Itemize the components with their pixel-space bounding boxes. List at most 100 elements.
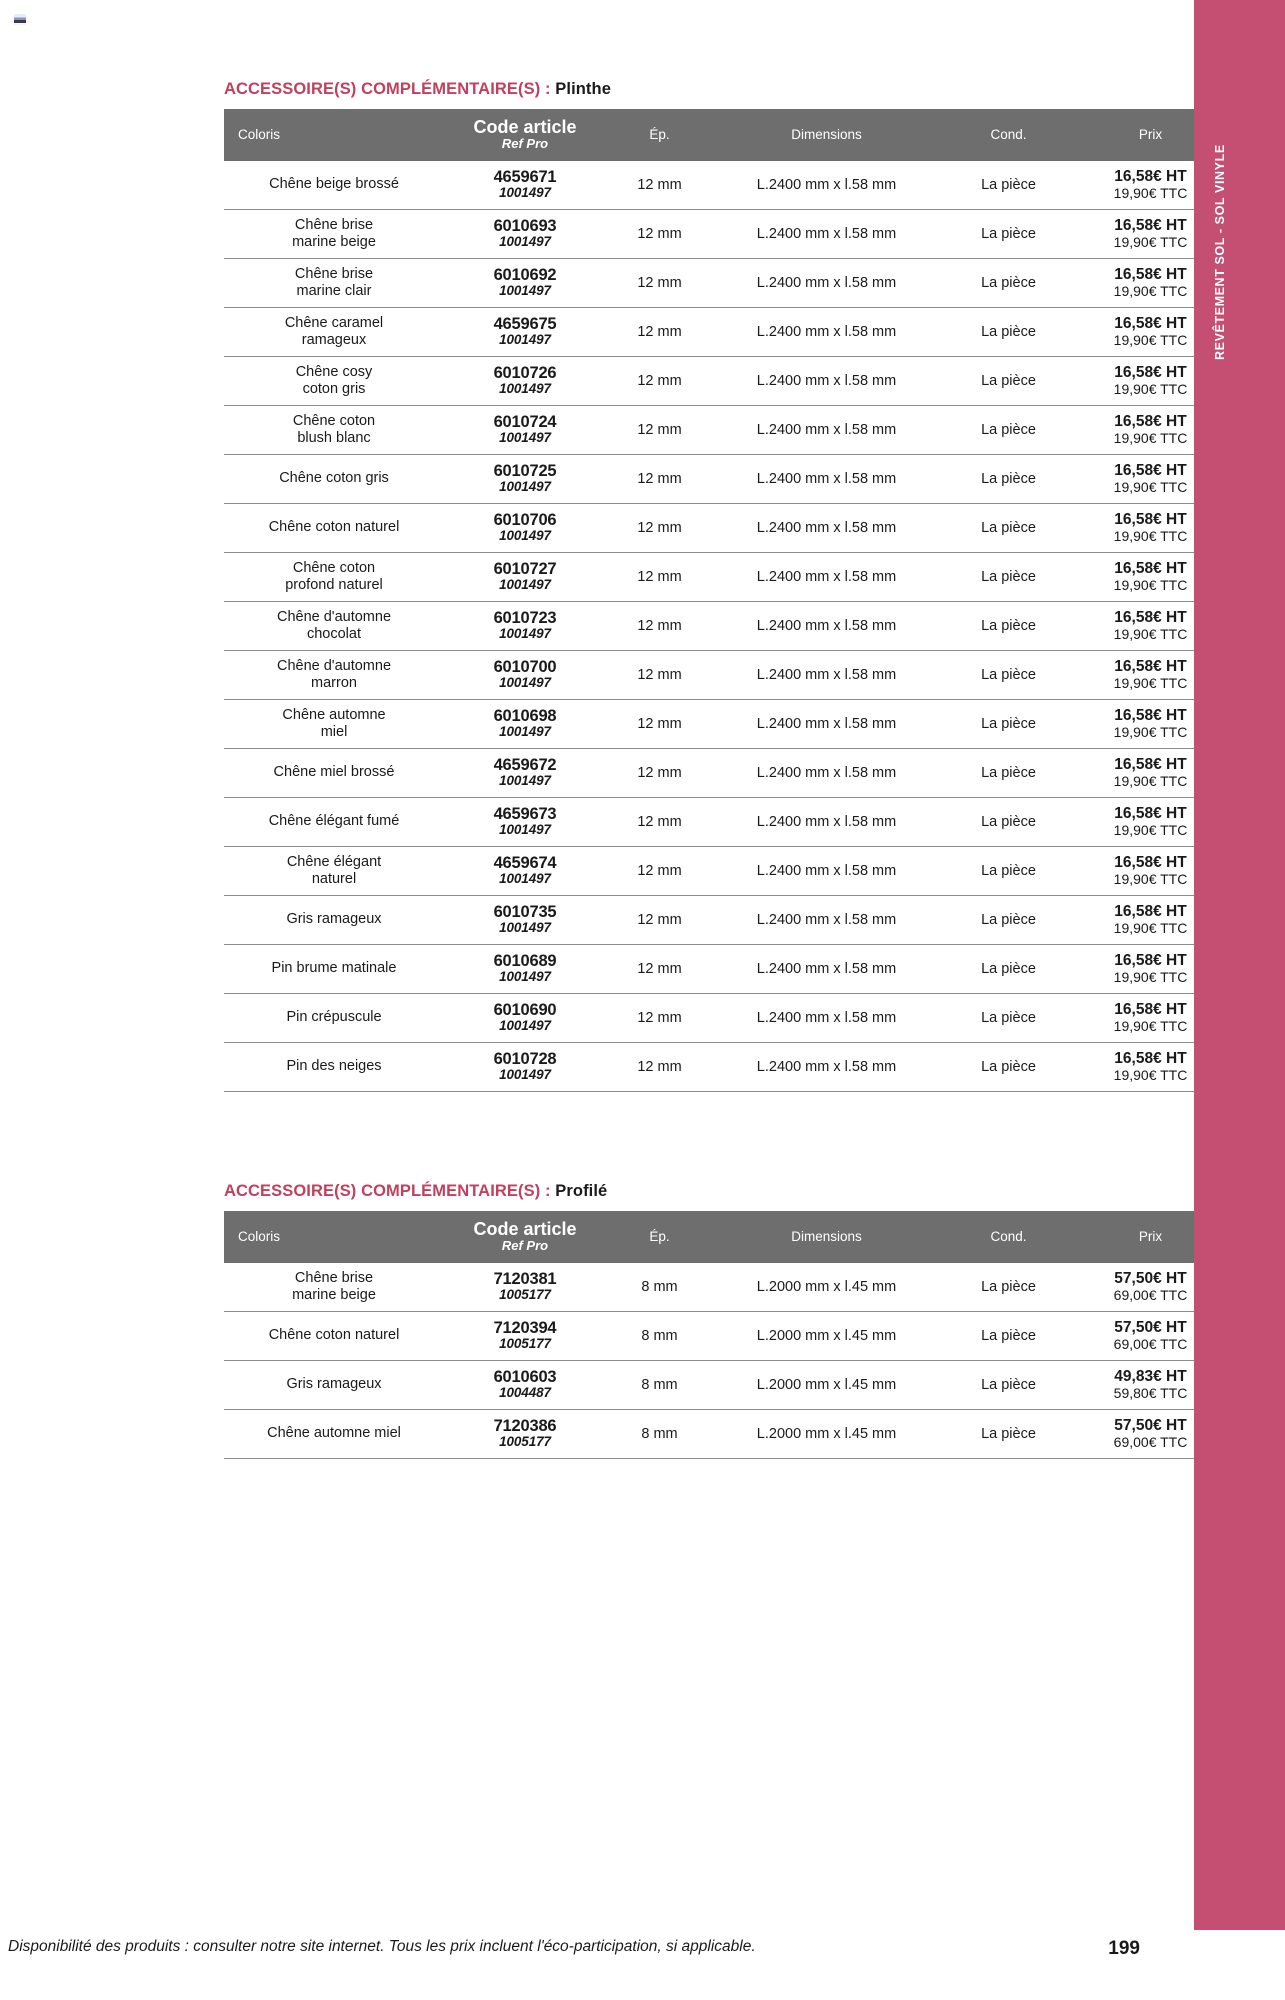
code-article-value: 6010728 bbox=[493, 1050, 557, 1069]
ref-pro-value: 1001497 bbox=[499, 871, 551, 887]
cell-coloris: Chêne coton blush blanc bbox=[224, 405, 444, 455]
prix-ttc-value: 19,90€ TTC bbox=[1113, 1066, 1188, 1083]
prix-ttc-value: 19,90€ TTC bbox=[1113, 821, 1188, 838]
cell-epaisseur: 8 mm bbox=[606, 1360, 713, 1410]
column-header-dimensions: Dimensions bbox=[713, 1211, 940, 1263]
ref-pro-value: 1001497 bbox=[499, 773, 551, 789]
ref-pro-value: 1001497 bbox=[499, 577, 551, 593]
column-header-epaisseur: Ép. bbox=[606, 109, 713, 161]
prix-ht-value: 16,58€ HT bbox=[1114, 363, 1187, 381]
ref-pro-value: 1001497 bbox=[499, 920, 551, 936]
prix-ttc-value: 19,90€ TTC bbox=[1113, 968, 1188, 985]
cell-coloris: Chêne élégant fumé bbox=[224, 797, 444, 847]
ref-pro-value: 1005177 bbox=[499, 1287, 551, 1303]
cell-conditionnement: La pièce bbox=[940, 552, 1077, 602]
ref-pro-value: 1001497 bbox=[499, 234, 551, 250]
prix-ttc-value: 19,90€ TTC bbox=[1113, 674, 1188, 691]
table-row: Chêne automne miel 6010698 1001497 12 mm L.24… bbox=[224, 699, 1224, 749]
code-article-value: 6010700 bbox=[493, 658, 557, 677]
cell-conditionnement: La pièce bbox=[940, 356, 1077, 406]
section-title-sub: Profilé bbox=[555, 1182, 608, 1200]
cell-dimensions: L.2400 mm x l.58 mm bbox=[713, 552, 940, 602]
cell-coloris: Chêne d'automne chocolat bbox=[224, 601, 444, 651]
cell-dimensions: L.2400 mm x l.58 mm bbox=[713, 307, 940, 357]
cell-code-article: 7120394 1005177 bbox=[444, 1311, 606, 1361]
cell-code-article: 7120386 1005177 bbox=[444, 1409, 606, 1459]
prix-ht-value: 57,50€ HT bbox=[1114, 1416, 1187, 1434]
prix-ht-value: 16,58€ HT bbox=[1114, 706, 1187, 724]
table-row: Chêne d'automne chocolat 6010723 1001497 12 … bbox=[224, 601, 1224, 651]
cell-epaisseur: 12 mm bbox=[606, 209, 713, 259]
footer-disclaimer: Disponibilité des produits : consulter n… bbox=[8, 1938, 756, 1955]
code-article-value: 4659671 bbox=[493, 168, 557, 187]
ref-pro-value: 1001497 bbox=[499, 626, 551, 642]
ref-pro-value: 1001497 bbox=[499, 822, 551, 838]
prix-ttc-value: 19,90€ TTC bbox=[1113, 184, 1188, 201]
prix-ttc-value: 19,90€ TTC bbox=[1113, 576, 1188, 593]
cell-conditionnement: La pièce bbox=[940, 1042, 1077, 1092]
cell-coloris: Chêne coton gris bbox=[224, 454, 444, 504]
prix-ht-value: 16,58€ HT bbox=[1114, 412, 1187, 430]
prix-ttc-value: 19,90€ TTC bbox=[1113, 527, 1188, 544]
cell-dimensions: L.2000 mm x l.45 mm bbox=[713, 1360, 940, 1410]
table-body: Chêne brise marine beige 7120381 1005177 8 m… bbox=[224, 1262, 1224, 1459]
section-title-separator: : bbox=[540, 80, 556, 98]
table-row: Chêne coton naturel 7120394 1005177 8 mm L.2… bbox=[224, 1311, 1224, 1361]
table-row: Chêne élégant fumé 4659673 1001497 12 mm L.2… bbox=[224, 797, 1224, 847]
prix-ht-value: 16,58€ HT bbox=[1114, 1049, 1187, 1067]
cell-conditionnement: La pièce bbox=[940, 307, 1077, 357]
cell-epaisseur: 12 mm bbox=[606, 552, 713, 602]
prix-ttc-value: 19,90€ TTC bbox=[1113, 380, 1188, 397]
column-header-code-article: Code article Ref Pro bbox=[444, 1211, 606, 1263]
page-number: 199 bbox=[1108, 1938, 1140, 1959]
cell-code-article: 6010728 1001497 bbox=[444, 1042, 606, 1092]
ref-pro-value: 1001497 bbox=[499, 724, 551, 740]
table-row: Chêne coton blush blanc 6010724 1001497 12 m… bbox=[224, 405, 1224, 455]
cell-coloris: Pin crépuscule bbox=[224, 993, 444, 1043]
prix-ttc-value: 19,90€ TTC bbox=[1113, 233, 1188, 250]
cell-code-article: 6010724 1001497 bbox=[444, 405, 606, 455]
cell-coloris: Pin brume matinale bbox=[224, 944, 444, 994]
code-article-value: 4659672 bbox=[493, 756, 557, 775]
code-article-value: 6010603 bbox=[493, 1368, 557, 1387]
ref-pro-value: 1001497 bbox=[499, 1067, 551, 1083]
cell-code-article: 6010726 1001497 bbox=[444, 356, 606, 406]
prix-ht-value: 16,58€ HT bbox=[1114, 755, 1187, 773]
cell-code-article: 6010692 1001497 bbox=[444, 258, 606, 308]
section-title-accent: ACCESSOIRE(S) COMPLÉMENTAIRE(S) bbox=[224, 80, 541, 98]
cell-code-article: 6010698 1001497 bbox=[444, 699, 606, 749]
cell-conditionnement: La pièce bbox=[940, 1262, 1077, 1312]
ref-pro-value: 1005177 bbox=[499, 1434, 551, 1450]
code-article-value: 6010689 bbox=[493, 952, 557, 971]
prix-ttc-value: 69,00€ TTC bbox=[1113, 1286, 1188, 1303]
ref-pro-value: 1001497 bbox=[499, 185, 551, 201]
cell-coloris: Chêne élégant naturel bbox=[224, 846, 444, 896]
cell-dimensions: L.2400 mm x l.58 mm bbox=[713, 356, 940, 406]
table-row: Pin des neiges 6010728 1001497 12 mm L.2400 … bbox=[224, 1042, 1224, 1092]
table-row: Chêne coton naturel 6010706 1001497 12 mm L.… bbox=[224, 503, 1224, 553]
prix-ht-value: 16,58€ HT bbox=[1114, 853, 1187, 871]
prix-ttc-value: 19,90€ TTC bbox=[1113, 478, 1188, 495]
code-article-value: 6010698 bbox=[493, 707, 557, 726]
cell-epaisseur: 12 mm bbox=[606, 1042, 713, 1092]
section-title-separator: : bbox=[540, 1182, 556, 1200]
price-table-profile: Coloris Code article Ref Pro Ép. Dimensi… bbox=[224, 1211, 1224, 1459]
cell-coloris: Chêne cosy coton gris bbox=[224, 356, 444, 406]
cell-epaisseur: 12 mm bbox=[606, 454, 713, 504]
table-row: Chêne élégant naturel 4659674 1001497 12 mm L… bbox=[224, 846, 1224, 896]
code-article-value: 6010706 bbox=[493, 511, 557, 530]
cell-code-article: 6010603 1004487 bbox=[444, 1360, 606, 1410]
table-row: Pin brume matinale 6010689 1001497 12 mm L.2… bbox=[224, 944, 1224, 994]
prix-ht-value: 16,58€ HT bbox=[1114, 608, 1187, 626]
table-row: Chêne coton profond naturel 6010727 1001497… bbox=[224, 552, 1224, 602]
cell-epaisseur: 12 mm bbox=[606, 895, 713, 945]
table-row: Chêne beige brossé 4659671 1001497 12 mm L.2… bbox=[224, 160, 1224, 210]
prix-ht-value: 16,58€ HT bbox=[1114, 510, 1187, 528]
prix-ttc-value: 19,90€ TTC bbox=[1113, 723, 1188, 740]
code-article-value: 6010693 bbox=[493, 217, 557, 236]
cell-coloris: Chêne miel brossé bbox=[224, 748, 444, 798]
cell-code-article: 4659673 1001497 bbox=[444, 797, 606, 847]
column-header-code-article: Code article Ref Pro bbox=[444, 109, 606, 161]
cell-conditionnement: La pièce bbox=[940, 895, 1077, 945]
prix-ht-value: 16,58€ HT bbox=[1114, 265, 1187, 283]
